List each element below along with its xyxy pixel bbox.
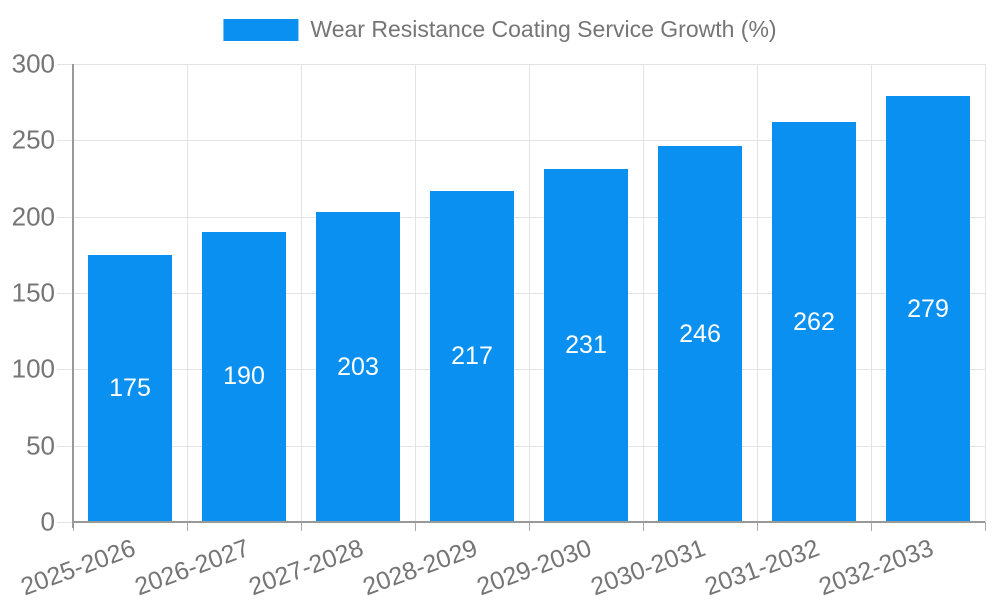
y-tick-label: 250	[11, 124, 55, 155]
gridline-vertical	[985, 64, 986, 522]
legend-swatch	[223, 18, 299, 41]
gridline-vertical	[415, 64, 416, 522]
x-category-label: 2025-2026	[17, 534, 140, 600]
y-tick-label: 150	[11, 277, 55, 308]
gridline-horizontal	[57, 445, 985, 447]
bar-value-label: 279	[907, 294, 949, 323]
x-category-label: 2030-2031	[587, 534, 710, 600]
gridline-vertical	[757, 64, 758, 522]
gridline-vertical	[871, 64, 872, 522]
bar-slot: 262	[757, 64, 871, 522]
bar-slot: 231	[529, 64, 643, 522]
legend-label: Wear Resistance Coating Service Growth (…	[310, 16, 777, 42]
gridline-horizontal	[57, 293, 985, 294]
y-tick-label: 0	[40, 506, 55, 537]
x-axis-tick	[415, 522, 416, 531]
bar-value-label: 203	[337, 352, 379, 381]
y-tick-label: 300	[11, 48, 55, 79]
gridline-vertical	[301, 64, 302, 522]
gridline-vertical	[643, 64, 644, 522]
x-axis-tick	[871, 522, 872, 531]
x-axis-tick	[301, 522, 302, 531]
gridline-horizontal	[57, 369, 985, 371]
bar-value-label: 246	[679, 319, 721, 348]
x-axis-tick	[187, 522, 188, 531]
x-category-label: 2026-2027	[131, 534, 254, 600]
bar-value-label: 217	[451, 341, 493, 370]
bar-value-label: 190	[223, 362, 265, 391]
bar-slot: 190	[187, 64, 301, 522]
bar-2025-2026[interactable]: 175	[88, 254, 172, 522]
gridline-horizontal	[57, 140, 985, 142]
bar-value-label: 262	[793, 307, 835, 336]
y-tick-label: 50	[26, 430, 55, 461]
bar-slot: 246	[643, 64, 757, 522]
bar-2031-2032[interactable]: 262	[772, 122, 856, 522]
gridline-vertical	[529, 64, 530, 522]
gridline-vertical	[187, 64, 188, 522]
x-category-label: 2027-2028	[245, 534, 368, 600]
bars-layer: 175 190 203 217 231 246 262 279	[73, 64, 985, 522]
bar-slot: 203	[301, 64, 415, 522]
gridline-horizontal	[57, 216, 985, 218]
x-axis-tick	[643, 522, 644, 531]
bar-2028-2029[interactable]: 217	[430, 190, 514, 522]
x-category-label: 2031-2032	[701, 534, 824, 600]
x-axis-tick	[757, 522, 758, 531]
bar-value-label: 175	[109, 373, 151, 402]
gridline-horizontal	[57, 64, 985, 65]
x-category-label: 2029-2030	[473, 534, 596, 600]
plot-area: 0 50 100 150 200 250 300 175 190 203 217 231 246 262…	[12, 49, 986, 600]
bar-2030-2031[interactable]: 246	[658, 146, 742, 522]
x-axis-tick	[985, 522, 986, 531]
x-category-label: 2028-2029	[359, 534, 482, 600]
x-axis-tick	[529, 522, 530, 531]
chart-legend-item[interactable]: Wear Resistance Coating Service Growth (…	[223, 16, 777, 43]
bar-slot: 279	[871, 64, 985, 522]
bar-slot: 175	[73, 64, 187, 522]
bar-2032-2033[interactable]: 279	[886, 96, 970, 522]
bar-value-label: 231	[565, 331, 607, 360]
x-category-label: 2032-2033	[815, 534, 938, 600]
y-tick-label: 200	[11, 201, 55, 232]
y-axis-line	[72, 64, 74, 528]
x-axis-line	[72, 521, 985, 523]
y-tick-label: 100	[11, 353, 55, 384]
bar-2029-2030[interactable]: 231	[544, 169, 628, 522]
bar-slot: 217	[415, 64, 529, 522]
bar-2026-2027[interactable]: 190	[202, 231, 286, 522]
bar-2027-2028[interactable]: 203	[316, 212, 400, 522]
